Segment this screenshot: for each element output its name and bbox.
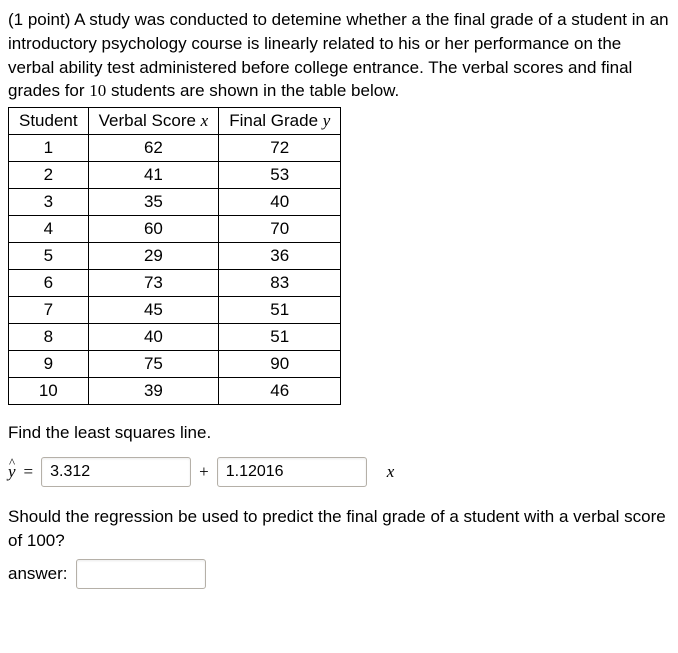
table-row: 67383 (9, 270, 341, 297)
table-row: 74551 (9, 297, 341, 324)
problem-text-2: students are shown in the table below. (106, 81, 399, 100)
cell-verbal: 75 (88, 351, 219, 378)
problem-statement: (1 point) A study was conducted to detem… (8, 8, 670, 103)
cell-grade: 51 (219, 297, 341, 324)
plus-sign: + (199, 462, 209, 482)
table-row: 24153 (9, 162, 341, 189)
cell-verbal: 73 (88, 270, 219, 297)
table-header-row: Student Verbal Score x Final Grade y (9, 108, 341, 135)
cell-student: 2 (9, 162, 89, 189)
cell-student: 7 (9, 297, 89, 324)
table-row: 52936 (9, 243, 341, 270)
col-verbal: Verbal Score x (88, 108, 219, 135)
answer-label: answer: (8, 564, 68, 584)
hat-icon: ^ (9, 455, 15, 471)
cell-grade: 90 (219, 351, 341, 378)
col-student: Student (9, 108, 89, 135)
table-body: 16272 24153 33540 46070 52936 67383 7455… (9, 135, 341, 405)
cell-verbal: 29 (88, 243, 219, 270)
col-student-label: Student (19, 111, 78, 130)
followup-question: Should the regression be used to predict… (8, 505, 670, 553)
intercept-input[interactable] (41, 457, 191, 487)
table-row: 16272 (9, 135, 341, 162)
instruction-label: Find the least squares line. (8, 423, 670, 443)
cell-student: 4 (9, 216, 89, 243)
points-label: (1 point) (8, 10, 70, 29)
equation-row: ^ y = + x (8, 457, 670, 487)
table-row: 103946 (9, 378, 341, 405)
table-row: 33540 (9, 189, 341, 216)
col-grade: Final Grade y (219, 108, 341, 135)
table-row: 46070 (9, 216, 341, 243)
cell-grade: 40 (219, 189, 341, 216)
cell-grade: 51 (219, 324, 341, 351)
cell-student: 10 (9, 378, 89, 405)
equals-sign: = (24, 462, 34, 482)
cell-student: 9 (9, 351, 89, 378)
table-row: 84051 (9, 324, 341, 351)
col-grade-label: Final Grade (229, 111, 323, 130)
cell-grade: 36 (219, 243, 341, 270)
cell-verbal: 60 (88, 216, 219, 243)
cell-grade: 70 (219, 216, 341, 243)
cell-verbal: 35 (88, 189, 219, 216)
x-var: x (387, 462, 395, 482)
cell-verbal: 45 (88, 297, 219, 324)
cell-verbal: 62 (88, 135, 219, 162)
students-count: 10 (89, 81, 106, 100)
cell-student: 5 (9, 243, 89, 270)
yhat-symbol: ^ y (8, 462, 16, 482)
answer-row: answer: (8, 559, 670, 589)
cell-verbal: 39 (88, 378, 219, 405)
col-verbal-var: x (201, 111, 209, 130)
cell-student: 8 (9, 324, 89, 351)
cell-grade: 83 (219, 270, 341, 297)
cell-grade: 53 (219, 162, 341, 189)
cell-verbal: 41 (88, 162, 219, 189)
cell-verbal: 40 (88, 324, 219, 351)
data-table: Student Verbal Score x Final Grade y 162… (8, 107, 341, 405)
col-grade-var: y (323, 111, 331, 130)
cell-student: 6 (9, 270, 89, 297)
slope-input[interactable] (217, 457, 367, 487)
cell-grade: 46 (219, 378, 341, 405)
table-row: 97590 (9, 351, 341, 378)
cell-student: 3 (9, 189, 89, 216)
cell-grade: 72 (219, 135, 341, 162)
cell-student: 1 (9, 135, 89, 162)
col-verbal-label: Verbal Score (99, 111, 201, 130)
answer-input[interactable] (76, 559, 206, 589)
